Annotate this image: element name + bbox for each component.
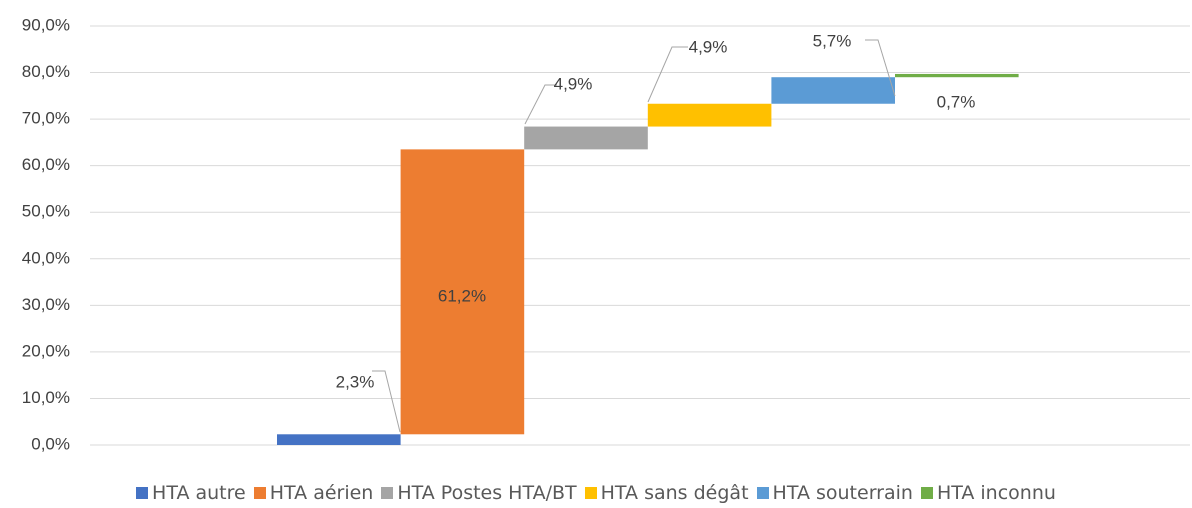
legend-item: HTA aérien	[253, 482, 374, 504]
legend-swatch	[756, 487, 769, 499]
bar	[771, 77, 895, 104]
legend-item: HTA inconnu	[920, 482, 1056, 504]
y-tick-label: 70,0%	[22, 109, 70, 128]
legend-item: HTA souterrain	[756, 482, 913, 504]
leader-line	[865, 39, 896, 97]
data-label: 0,7%	[937, 92, 976, 111]
bar	[524, 126, 648, 150]
legend-label: HTA autre	[152, 482, 246, 504]
legend-swatch	[920, 487, 933, 499]
legend-swatch	[381, 487, 394, 499]
bar	[647, 103, 772, 127]
y-tick-label: 60,0%	[22, 155, 70, 174]
y-tick-label: 50,0%	[22, 202, 70, 221]
legend-swatch	[136, 487, 149, 499]
legend-label: HTA sans dégât	[600, 482, 749, 504]
leader-line	[372, 370, 401, 433]
leader-line	[647, 46, 688, 103]
bar	[895, 73, 1019, 78]
legend-label: HTA aérien	[269, 482, 374, 504]
legend: HTA autre HTA aérien HTA Postes HTA/BT HTA …	[0, 482, 1192, 504]
y-tick-label: 20,0%	[22, 341, 70, 360]
legend-label: HTA inconnu	[936, 482, 1056, 504]
y-tick-label: 90,0%	[22, 15, 70, 34]
bar	[277, 434, 401, 445]
legend-swatch	[253, 487, 266, 499]
legend-item: HTA sans dégât	[584, 482, 749, 504]
legend-item: HTA Postes HTA/BT	[381, 482, 577, 504]
legend-label: HTA Postes HTA/BT	[397, 482, 577, 504]
y-tick-label: 80,0%	[22, 62, 70, 81]
legend-label: HTA souterrain	[772, 482, 913, 504]
chart: 0,0% 10,0% 20,0% 30,0% 40,0% 50,0% 60,0% 70,0% 8…	[22, 15, 1190, 453]
data-label: 4,9%	[689, 37, 728, 56]
y-tick-label: 10,0%	[22, 388, 70, 407]
y-tick-label: 30,0%	[22, 295, 70, 314]
bar	[400, 149, 525, 435]
legend-swatch	[584, 487, 597, 499]
y-tick-label: 0,0%	[31, 434, 70, 453]
data-label: 2,3%	[336, 372, 375, 391]
legend-item: HTA autre	[136, 482, 246, 504]
data-label: 61,2%	[438, 286, 486, 305]
data-label: 5,7%	[813, 31, 852, 50]
leader-line	[524, 84, 557, 125]
y-tick-label: 40,0%	[22, 248, 70, 267]
data-label: 4,9%	[554, 74, 593, 93]
